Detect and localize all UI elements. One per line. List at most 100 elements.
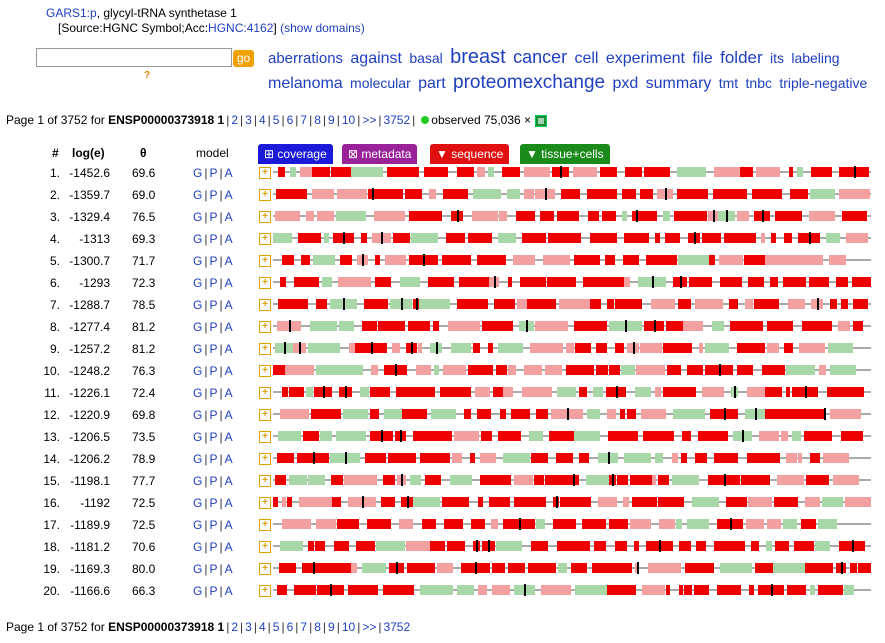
model-link-a[interactable]: A: [224, 496, 233, 510]
observed-close-icon[interactable]: ×: [524, 113, 532, 127]
model-link-p[interactable]: P: [209, 166, 218, 180]
coverage-map[interactable]: [273, 562, 871, 574]
expand-plus-icon[interactable]: +: [259, 321, 271, 333]
expand-plus-icon[interactable]: +: [259, 255, 271, 267]
keyword-link-pxd[interactable]: pxd: [612, 75, 639, 92]
model-link-p[interactable]: P: [209, 518, 218, 532]
model-link-a[interactable]: A: [224, 232, 233, 246]
help-link[interactable]: ?: [144, 70, 151, 81]
model-link-g[interactable]: G: [193, 408, 203, 422]
model-link-g[interactable]: G: [193, 518, 203, 532]
pager-link-7[interactable]: 9: [328, 113, 335, 127]
coverage-map[interactable]: [273, 320, 871, 332]
model-link-a[interactable]: A: [224, 562, 233, 576]
pager-link-3[interactable]: 5: [272, 620, 280, 634]
coverage-map[interactable]: [273, 188, 871, 200]
pager-link-7[interactable]: 9: [328, 620, 335, 634]
model-link-g[interactable]: G: [193, 496, 203, 510]
model-link-g[interactable]: G: [193, 254, 203, 268]
go-button[interactable]: go: [233, 50, 254, 67]
show-domains-link[interactable]: (show domains): [280, 21, 365, 35]
keyword-link-basal[interactable]: basal: [409, 50, 443, 66]
pager-link-0[interactable]: 2: [231, 113, 239, 127]
pager-link-2[interactable]: 4: [258, 113, 266, 127]
model-link-a[interactable]: A: [224, 364, 233, 378]
coverage-map[interactable]: [273, 210, 871, 222]
tab-sequence[interactable]: ▼ sequence: [430, 144, 510, 164]
expand-plus-icon[interactable]: +: [259, 497, 271, 509]
expand-plus-icon[interactable]: +: [259, 343, 271, 355]
model-link-a[interactable]: A: [224, 386, 233, 400]
model-link-g[interactable]: G: [193, 562, 203, 576]
expand-plus-icon[interactable]: +: [259, 453, 271, 465]
expand-plus-icon[interactable]: +: [259, 519, 271, 531]
model-link-a[interactable]: A: [224, 408, 233, 422]
model-link-g[interactable]: G: [193, 166, 203, 180]
keyword-link-against[interactable]: against: [350, 50, 402, 67]
model-link-p[interactable]: P: [209, 540, 218, 554]
model-link-p[interactable]: P: [209, 320, 218, 334]
model-link-a[interactable]: A: [224, 188, 233, 202]
model-link-g[interactable]: G: [193, 474, 203, 488]
pager-link-1[interactable]: 3: [245, 620, 252, 634]
tab-tissue-cells[interactable]: ▼ tissue+cells: [520, 144, 610, 164]
keyword-link-cancer[interactable]: cancer: [513, 47, 568, 67]
expand-plus-icon[interactable]: +: [259, 431, 271, 443]
coverage-map[interactable]: [273, 408, 871, 420]
coverage-map[interactable]: [273, 386, 871, 398]
keyword-link-breast[interactable]: breast: [450, 46, 506, 68]
model-link-g[interactable]: G: [193, 342, 203, 356]
model-link-a[interactable]: A: [224, 452, 233, 466]
model-link-g[interactable]: G: [193, 188, 203, 202]
keyword-link-cell[interactable]: cell: [574, 50, 599, 67]
pager-link-5[interactable]: 7: [300, 620, 308, 634]
model-link-p[interactable]: P: [209, 254, 218, 268]
pager-link-2[interactable]: 4: [258, 620, 266, 634]
keyword-link-folder[interactable]: folder: [720, 48, 763, 67]
model-link-a[interactable]: A: [224, 276, 233, 290]
model-link-g[interactable]: G: [193, 320, 203, 334]
keyword-link-proteomexchange[interactable]: proteomexchange: [453, 72, 606, 93]
coverage-map[interactable]: [273, 540, 871, 552]
keyword-link-molecular[interactable]: molecular: [350, 75, 411, 91]
coverage-map[interactable]: [273, 496, 871, 508]
expand-plus-icon[interactable]: +: [259, 167, 271, 179]
pager-link-8[interactable]: 10: [341, 620, 356, 634]
hgnc-link[interactable]: HGNC:4162: [208, 21, 274, 35]
model-link-p[interactable]: P: [209, 276, 218, 290]
keyword-link-tnbc[interactable]: tnbc: [745, 75, 772, 91]
pager-link-6[interactable]: 8: [314, 113, 321, 127]
model-link-g[interactable]: G: [193, 584, 203, 598]
keyword-link-experiment[interactable]: experiment: [605, 50, 685, 67]
pager-link-10[interactable]: 3752: [383, 620, 411, 634]
coverage-map[interactable]: [273, 364, 871, 376]
tab-coverage[interactable]: ⊞ coverage: [258, 144, 333, 164]
model-link-a[interactable]: A: [224, 254, 233, 268]
model-link-p[interactable]: P: [209, 298, 218, 312]
keyword-link-file[interactable]: file: [692, 50, 713, 67]
model-link-p[interactable]: P: [209, 364, 218, 378]
model-link-p[interactable]: P: [209, 562, 218, 576]
pager-link-8[interactable]: 10: [341, 113, 356, 127]
expand-plus-icon[interactable]: +: [259, 541, 271, 553]
keyword-link-aberrations[interactable]: aberrations: [268, 50, 344, 67]
expand-plus-icon[interactable]: +: [259, 189, 271, 201]
expand-plus-icon[interactable]: +: [259, 585, 271, 597]
model-link-p[interactable]: P: [209, 232, 218, 246]
coverage-map[interactable]: [273, 254, 871, 266]
model-link-a[interactable]: A: [224, 298, 233, 312]
model-link-p[interactable]: P: [209, 386, 218, 400]
model-link-p[interactable]: P: [209, 342, 218, 356]
pager-link-9[interactable]: >>: [362, 113, 377, 127]
coverage-map[interactable]: [273, 518, 871, 530]
model-link-p[interactable]: P: [209, 496, 218, 510]
expand-plus-icon[interactable]: +: [259, 365, 271, 377]
keyword-link-triple-negative[interactable]: triple-negative: [779, 75, 868, 91]
model-link-a[interactable]: A: [224, 474, 233, 488]
coverage-map[interactable]: [273, 584, 871, 596]
model-link-g[interactable]: G: [193, 298, 203, 312]
coverage-map[interactable]: [273, 232, 871, 244]
model-link-a[interactable]: A: [224, 430, 233, 444]
coverage-map[interactable]: [273, 166, 871, 178]
model-link-g[interactable]: G: [193, 232, 203, 246]
